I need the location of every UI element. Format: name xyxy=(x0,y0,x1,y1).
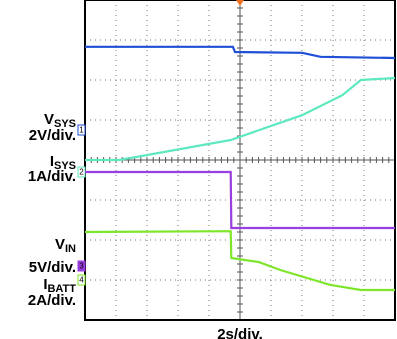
series-name-sub: SYS xyxy=(54,118,76,130)
series-name: IBATT xyxy=(43,276,76,295)
series-name-sub: BATT xyxy=(47,283,76,295)
channel-marker xyxy=(77,260,86,272)
trace xyxy=(84,230,395,292)
series-name-sub: IN xyxy=(65,243,76,255)
channel-number: 4 xyxy=(79,276,84,285)
series-name-main: I xyxy=(50,153,54,170)
series-scale: 2V/div. xyxy=(29,127,76,144)
channel-marker xyxy=(77,274,86,286)
series-name-main: V xyxy=(44,111,54,128)
trigger-marker xyxy=(236,0,244,6)
series-name-sub: SYS xyxy=(54,160,76,172)
channel-marker xyxy=(77,124,86,136)
trace xyxy=(85,76,396,162)
channel-number: 1 xyxy=(79,126,84,135)
series-scale: 1A/div. xyxy=(28,168,76,185)
channel-number: 2 xyxy=(79,168,84,177)
series-name-main: V xyxy=(55,236,65,253)
series-name: ISYS xyxy=(50,153,76,172)
series-name: VSYS xyxy=(44,111,76,130)
series-name-main: I xyxy=(43,276,47,293)
channel-number: 3 xyxy=(79,262,84,271)
series-scale: 5V/div. xyxy=(29,259,76,276)
series-name: VIN xyxy=(55,236,76,255)
x-label: 2s/div. xyxy=(217,326,263,339)
series-scale: 2A/div. xyxy=(28,292,76,309)
trace xyxy=(85,170,395,230)
trace xyxy=(85,45,396,60)
